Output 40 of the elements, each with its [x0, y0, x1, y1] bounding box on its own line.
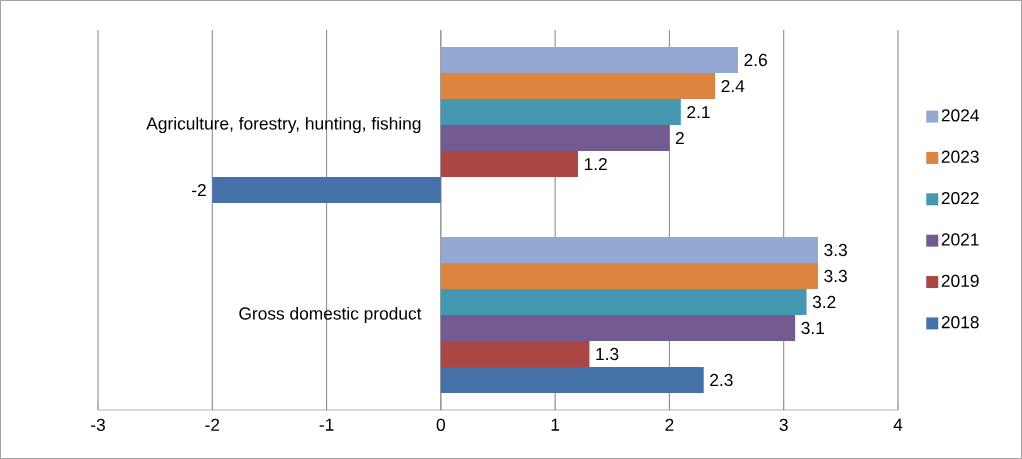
bar	[440, 99, 681, 125]
legend-label: 2022	[941, 191, 979, 205]
data-label: 2.6	[744, 53, 767, 67]
x-tick-label: -3	[91, 418, 105, 431]
bar	[440, 125, 670, 151]
x-tick-label: 4	[893, 418, 903, 431]
data-label: 3.2	[812, 295, 836, 309]
bar	[440, 73, 716, 99]
data-label: 2	[675, 131, 684, 145]
data-label: 1.3	[596, 347, 619, 361]
x-tick-label: 1	[551, 418, 560, 431]
data-label: 2.4	[721, 79, 745, 93]
x-tick-label: 2	[665, 418, 674, 431]
bar	[440, 262, 818, 289]
bar	[440, 236, 818, 263]
data-label: 3.3	[824, 269, 847, 283]
x-tick-label: -2	[205, 418, 220, 431]
legend-label: 2021	[941, 233, 979, 246]
bar	[440, 288, 807, 315]
y-tick-label: Gross domestic product	[239, 306, 422, 324]
x-tick-label: 3	[779, 418, 788, 431]
bar	[440, 340, 590, 367]
x-tick-label: 0	[436, 418, 446, 431]
legend-label: 2023	[941, 150, 979, 163]
legend-label: 2018	[941, 316, 979, 329]
data-label: -2	[192, 183, 206, 197]
data-label: 2.1	[687, 105, 710, 119]
data-label: 2.3	[710, 373, 733, 387]
data-label: 3.1	[801, 321, 824, 335]
bar	[440, 314, 796, 341]
legend-label: 2019	[941, 274, 979, 287]
x-tick-label: -1	[319, 418, 334, 431]
legend-label: 2024	[941, 109, 979, 122]
bar	[440, 366, 704, 393]
data-label: 3.3	[824, 243, 847, 257]
data-label: 1.2	[584, 157, 607, 171]
y-tick-label: Agriculture, forestry, hunting, fishing	[146, 116, 421, 134]
bar	[440, 47, 738, 73]
bar	[212, 177, 441, 203]
bar	[440, 150, 578, 177]
